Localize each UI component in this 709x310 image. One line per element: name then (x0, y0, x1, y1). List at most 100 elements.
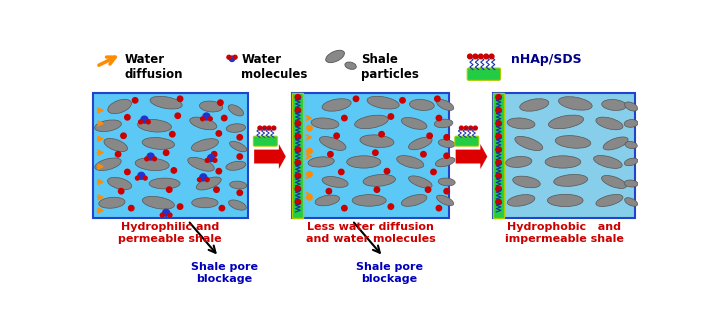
Circle shape (116, 152, 121, 157)
Circle shape (295, 173, 301, 179)
Ellipse shape (438, 140, 455, 148)
Ellipse shape (554, 175, 588, 186)
Ellipse shape (199, 101, 223, 112)
Circle shape (133, 98, 138, 103)
Ellipse shape (345, 62, 356, 69)
Circle shape (484, 54, 489, 59)
Ellipse shape (226, 161, 246, 170)
Circle shape (146, 120, 150, 124)
Circle shape (128, 206, 134, 211)
Circle shape (221, 115, 227, 121)
Circle shape (473, 54, 478, 59)
Ellipse shape (99, 197, 125, 208)
Circle shape (496, 108, 501, 113)
Circle shape (496, 147, 501, 152)
Ellipse shape (191, 139, 218, 151)
Ellipse shape (325, 50, 345, 63)
Circle shape (496, 173, 501, 179)
Ellipse shape (624, 120, 638, 127)
Circle shape (496, 95, 501, 100)
Circle shape (334, 133, 340, 139)
Circle shape (427, 133, 432, 139)
Ellipse shape (367, 96, 399, 109)
Circle shape (444, 153, 450, 158)
Circle shape (496, 134, 501, 139)
Circle shape (468, 54, 472, 59)
Circle shape (400, 98, 406, 103)
Ellipse shape (513, 176, 540, 188)
Circle shape (295, 199, 301, 205)
Ellipse shape (142, 138, 174, 149)
Circle shape (258, 126, 262, 130)
Ellipse shape (549, 115, 584, 129)
Circle shape (206, 178, 209, 182)
Circle shape (444, 135, 450, 140)
Circle shape (121, 133, 126, 139)
Text: Water
diffusion: Water diffusion (124, 53, 183, 81)
Circle shape (237, 154, 242, 159)
Ellipse shape (230, 141, 247, 152)
Circle shape (143, 176, 147, 180)
Circle shape (353, 96, 359, 101)
Text: Shale pore
blockage: Shale pore blockage (356, 262, 423, 284)
Text: Less water diffusion
and water molecules: Less water diffusion and water molecules (306, 222, 435, 244)
FancyBboxPatch shape (253, 136, 277, 146)
Ellipse shape (438, 178, 455, 186)
Ellipse shape (104, 138, 128, 152)
Circle shape (295, 160, 301, 166)
Circle shape (211, 152, 217, 157)
Ellipse shape (559, 97, 592, 110)
Circle shape (479, 54, 483, 59)
Ellipse shape (624, 180, 638, 187)
Circle shape (162, 209, 169, 216)
Ellipse shape (149, 178, 180, 189)
Ellipse shape (397, 156, 424, 168)
Circle shape (167, 187, 172, 192)
Ellipse shape (596, 117, 623, 130)
Circle shape (295, 95, 301, 100)
Ellipse shape (94, 120, 121, 131)
Circle shape (175, 113, 181, 118)
Circle shape (168, 213, 172, 217)
Ellipse shape (601, 175, 627, 188)
Circle shape (374, 187, 379, 192)
Ellipse shape (143, 197, 174, 209)
Circle shape (435, 96, 440, 101)
Ellipse shape (363, 175, 396, 186)
Ellipse shape (625, 141, 637, 148)
Ellipse shape (437, 195, 454, 206)
Ellipse shape (228, 200, 246, 210)
Ellipse shape (226, 124, 245, 132)
Ellipse shape (555, 135, 591, 148)
Ellipse shape (593, 156, 623, 168)
Circle shape (233, 55, 237, 59)
Circle shape (384, 168, 390, 174)
Circle shape (171, 168, 177, 173)
Ellipse shape (545, 156, 581, 168)
Text: Shale pore
blockage: Shale pore blockage (191, 262, 258, 284)
Circle shape (307, 148, 312, 154)
Ellipse shape (625, 102, 637, 111)
Circle shape (214, 187, 219, 192)
Circle shape (206, 158, 209, 162)
Circle shape (388, 114, 393, 119)
Ellipse shape (408, 176, 432, 188)
Circle shape (201, 117, 204, 121)
Ellipse shape (135, 158, 169, 170)
Circle shape (388, 204, 393, 209)
Ellipse shape (625, 198, 637, 206)
Circle shape (474, 126, 477, 130)
Circle shape (262, 126, 267, 130)
Circle shape (219, 206, 225, 211)
Ellipse shape (352, 195, 386, 206)
Circle shape (295, 134, 301, 139)
Ellipse shape (437, 100, 454, 110)
Circle shape (459, 126, 464, 130)
Circle shape (138, 172, 145, 179)
Circle shape (216, 131, 221, 136)
Circle shape (464, 126, 468, 130)
Circle shape (496, 199, 501, 205)
Ellipse shape (322, 99, 351, 111)
Circle shape (208, 117, 212, 121)
Circle shape (227, 55, 231, 59)
